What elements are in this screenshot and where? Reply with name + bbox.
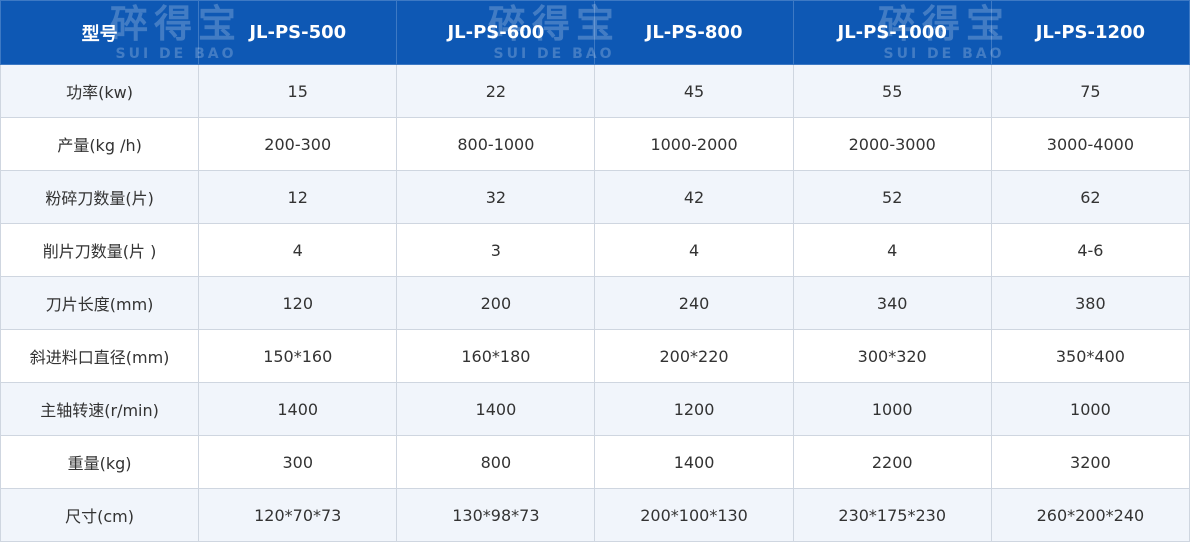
header-row: 型号 JL-PS-500 JL-PS-600 JL-PS-800 JL-PS-1000 J… [0,0,1190,65]
header-cell: 型号 [0,0,200,65]
row-label: 刀片长度(mm) [0,276,200,330]
table-row: 主轴转速(r/min) 1400 1400 1200 1000 1000 [0,382,1190,436]
table-row: 功率(kw) 15 22 45 55 75 [0,64,1190,118]
table-row: 尺寸(cm) 120*70*73 130*98*73 200*100*130 230*1… [0,488,1190,542]
cell: 120 [198,276,398,330]
cell: 200 [396,276,596,330]
row-label: 产量(kg /h) [0,117,200,171]
cell: 3200 [990,435,1190,489]
cell: 160*180 [396,329,596,383]
cell: 32 [396,170,596,224]
cell: 200*220 [594,329,794,383]
cell: 22 [396,64,596,118]
table-row: 重量(kg) 300 800 1400 2200 3200 [0,435,1190,489]
cell: 1400 [396,382,596,436]
cell: 1400 [198,382,398,436]
cell: 350*400 [990,329,1190,383]
cell: 42 [594,170,794,224]
cell: 1400 [594,435,794,489]
cell: 3000-4000 [990,117,1190,171]
cell: 4-6 [990,223,1190,277]
table-row: 削片刀数量(片 ) 4 3 4 4 4-6 [0,223,1190,277]
cell: 1000 [990,382,1190,436]
cell: 380 [990,276,1190,330]
row-label: 主轴转速(r/min) [0,382,200,436]
cell: 15 [198,64,398,118]
cell: 45 [594,64,794,118]
cell: 4 [792,223,992,277]
cell: 120*70*73 [198,488,398,542]
cell: 340 [792,276,992,330]
cell: 4 [198,223,398,277]
cell: 150*160 [198,329,398,383]
row-label: 削片刀数量(片 ) [0,223,200,277]
cell: 200-300 [198,117,398,171]
header-cell: JL-PS-1000 [792,0,992,65]
cell: 800-1000 [396,117,596,171]
row-label: 斜进料口直径(mm) [0,329,200,383]
header-cell: JL-PS-1200 [990,0,1190,65]
cell: 200*100*130 [594,488,794,542]
table-row: 粉碎刀数量(片) 12 32 42 52 62 [0,170,1190,224]
cell: 800 [396,435,596,489]
cell: 260*200*240 [990,488,1190,542]
table-body: 功率(kw) 15 22 45 55 75 产量(kg /h) 200-300 800-1000… [0,64,1190,542]
row-label: 粉碎刀数量(片) [0,170,200,224]
cell: 52 [792,170,992,224]
cell: 4 [594,223,794,277]
header-cell: JL-PS-800 [594,0,794,65]
row-label: 尺寸(cm) [0,488,200,542]
cell: 1000 [792,382,992,436]
cell: 130*98*73 [396,488,596,542]
cell: 3 [396,223,596,277]
table-row: 产量(kg /h) 200-300 800-1000 1000-2000 2000-30… [0,117,1190,171]
cell: 240 [594,276,794,330]
table-row: 斜进料口直径(mm) 150*160 160*180 200*220 300*320 35… [0,329,1190,383]
cell: 300 [198,435,398,489]
table-row: 刀片长度(mm) 120 200 240 340 380 [0,276,1190,330]
cell: 1000-2000 [594,117,794,171]
row-label: 重量(kg) [0,435,200,489]
cell: 55 [792,64,992,118]
cell: 230*175*230 [792,488,992,542]
cell: 1200 [594,382,794,436]
row-label: 功率(kw) [0,64,200,118]
header-cell: JL-PS-600 [396,0,596,65]
cell: 2000-3000 [792,117,992,171]
cell: 75 [990,64,1190,118]
cell: 62 [990,170,1190,224]
cell: 300*320 [792,329,992,383]
cell: 12 [198,170,398,224]
cell: 2200 [792,435,992,489]
header-cell: JL-PS-500 [198,0,398,65]
